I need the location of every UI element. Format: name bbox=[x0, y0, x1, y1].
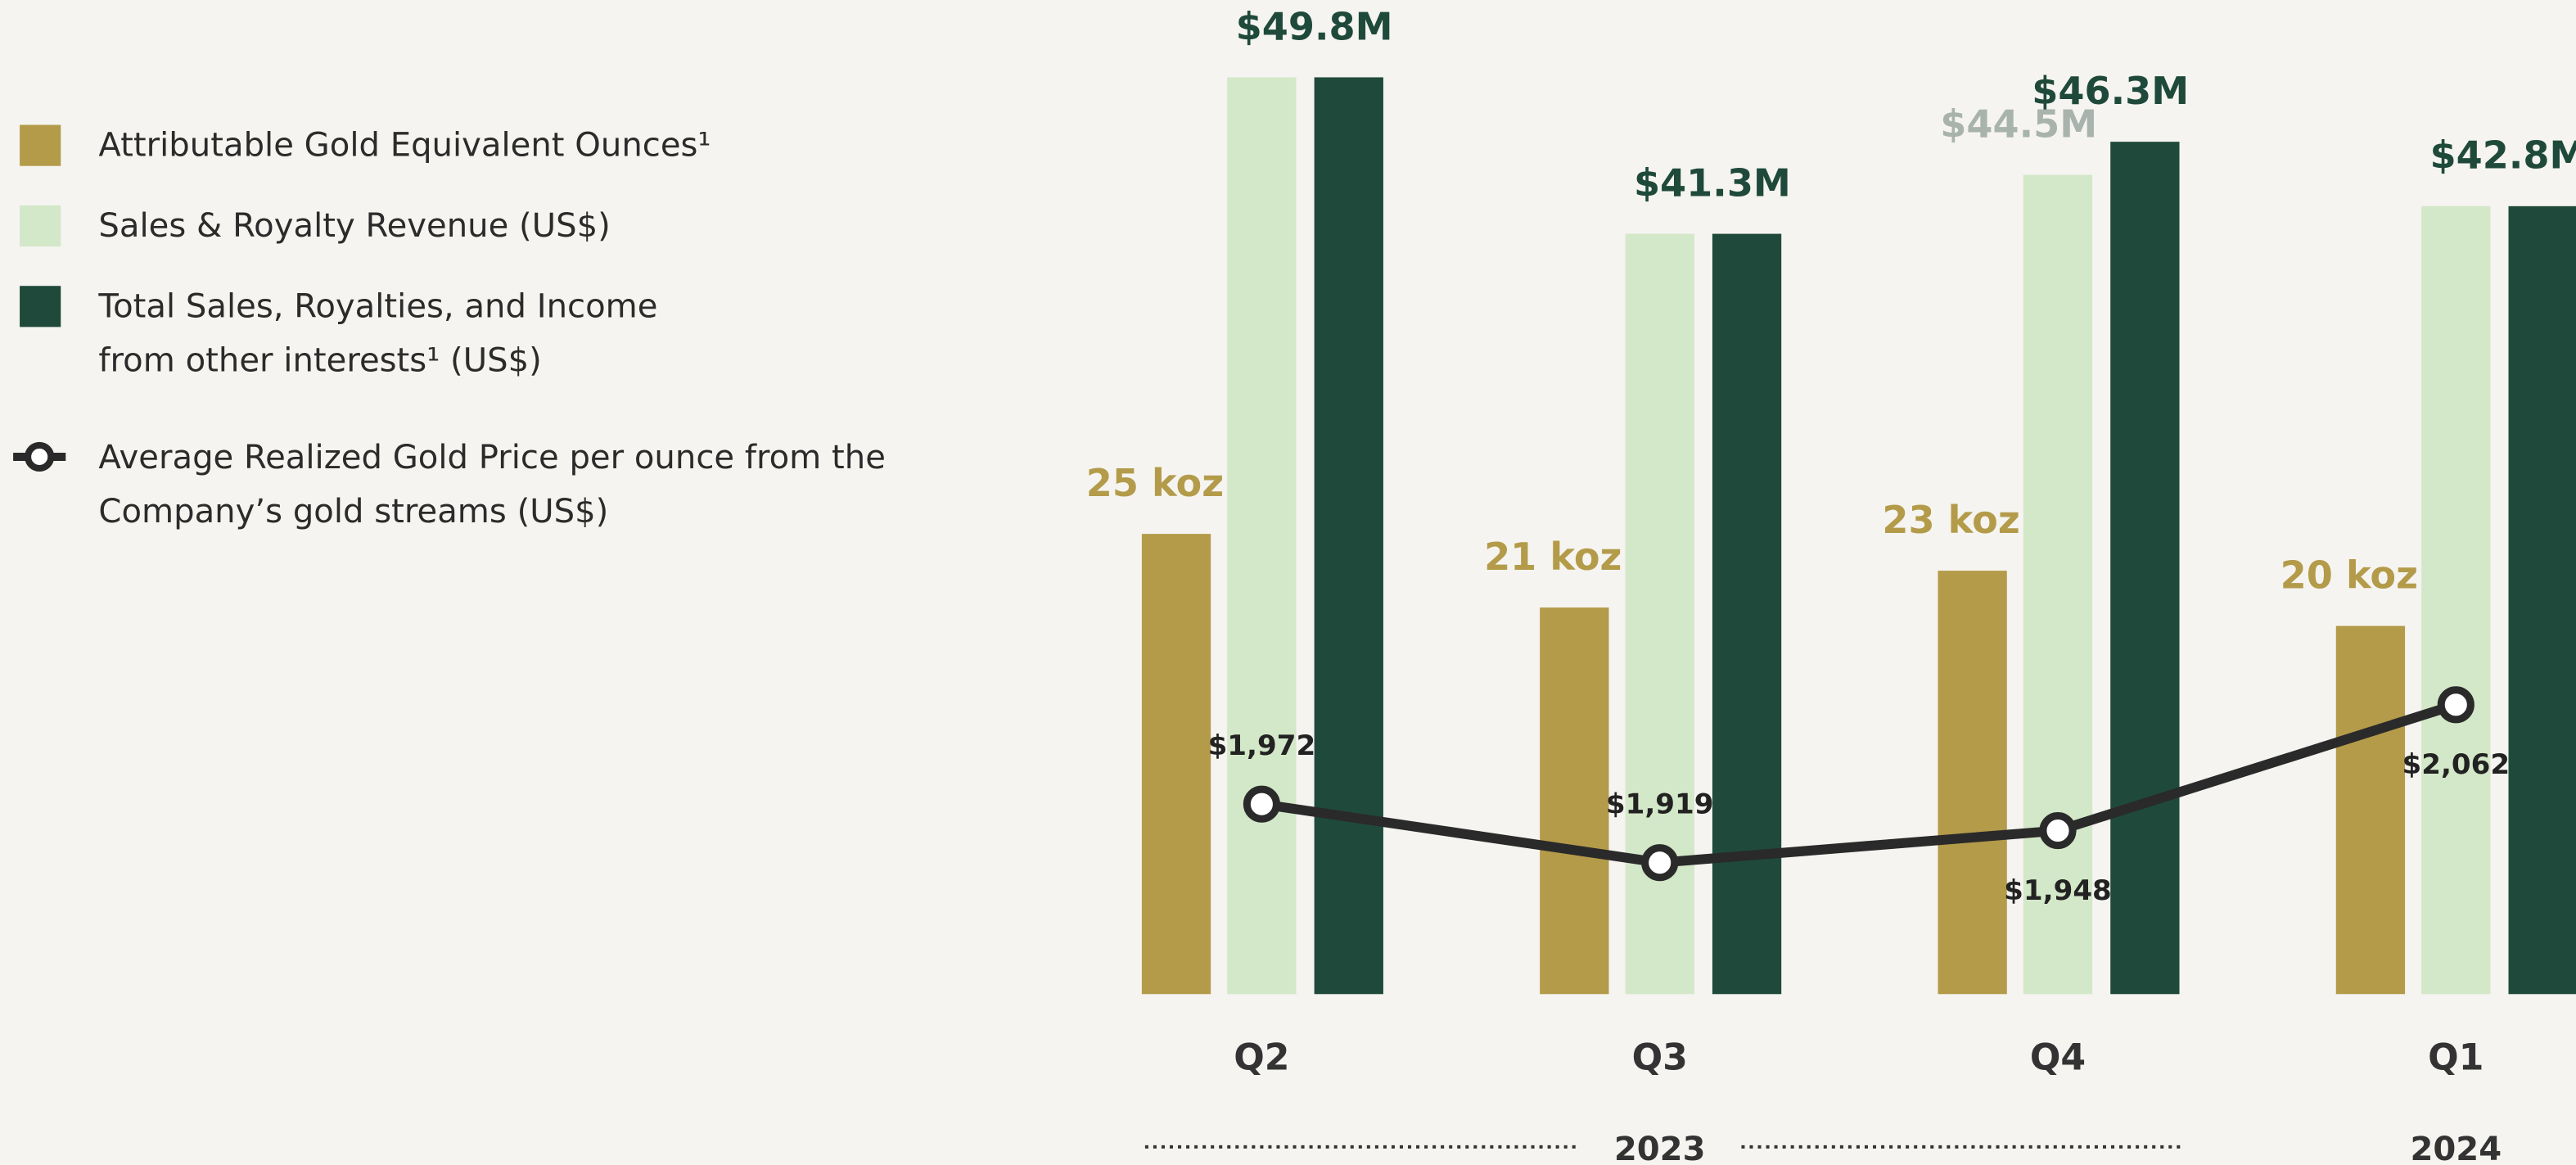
legend-label: Sales & Royalty Revenue (US$) bbox=[98, 205, 611, 246]
x-tick-label: Q2 bbox=[1234, 1037, 1289, 1079]
point-label: $1,948 bbox=[2004, 874, 2112, 907]
legend-label: Total Sales, Royalties, and Income from … bbox=[98, 286, 658, 380]
x-tick-label: Q1 bbox=[2428, 1037, 2484, 1079]
line-point bbox=[1243, 785, 1280, 823]
legend-item: Attributable Gold Equivalent Ounces¹ bbox=[16, 119, 904, 173]
legend-label: Average Realized Gold Price per ounce fr… bbox=[98, 436, 886, 531]
value-label: 25 koz bbox=[1086, 461, 1224, 505]
value-label: $49.8M bbox=[1236, 4, 1393, 48]
bar bbox=[1712, 233, 1782, 995]
legend-swatch bbox=[20, 124, 61, 166]
legend-item: Average Realized Gold Price per ounce fr… bbox=[13, 431, 904, 539]
legend-marker bbox=[13, 441, 66, 472]
bar bbox=[1314, 77, 1383, 995]
line-point bbox=[2437, 686, 2474, 724]
bar bbox=[2110, 142, 2180, 995]
value-label: $41.3M bbox=[1634, 160, 1791, 205]
x-tick-label: Q3 bbox=[1632, 1037, 1688, 1079]
point-label: $2,062 bbox=[2402, 748, 2510, 781]
value-label: 23 koz bbox=[1882, 498, 2019, 542]
bar bbox=[1227, 77, 1297, 995]
x-tick-label: Q4 bbox=[2030, 1037, 2086, 1079]
bar bbox=[2508, 205, 2576, 995]
value-label: 20 koz bbox=[2281, 553, 2418, 597]
value-label: $46.3M bbox=[2032, 69, 2189, 113]
legend-item: Sales & Royalty Revenue (US$) bbox=[16, 199, 904, 253]
point-label: $1,919 bbox=[1606, 788, 1714, 821]
legend-swatch bbox=[20, 205, 61, 247]
bar bbox=[2335, 625, 2406, 995]
line-point bbox=[1641, 844, 1679, 882]
bar bbox=[2023, 174, 2093, 995]
line bbox=[1261, 700, 2458, 868]
point-label: $1,972 bbox=[1208, 729, 1316, 762]
bar bbox=[1540, 607, 1609, 995]
value-label: 21 koz bbox=[1484, 535, 1622, 579]
legend: Attributable Gold Equivalent Ounces¹ Sale… bbox=[13, 119, 904, 566]
bar bbox=[1141, 534, 1211, 995]
legend-label: Attributable Gold Equivalent Ounces¹ bbox=[98, 124, 711, 165]
value-label: $44.5M bbox=[1940, 102, 2097, 146]
line-point bbox=[2039, 812, 2077, 850]
year-label: 2024 bbox=[2410, 1131, 2502, 1165]
bar bbox=[1938, 571, 2007, 995]
value-label: $42.8M bbox=[2430, 133, 2576, 178]
legend-item: Total Sales, Royalties, and Income from … bbox=[16, 279, 904, 387]
year-label: 2023 bbox=[1614, 1131, 1706, 1165]
bar bbox=[2421, 205, 2491, 995]
legend-swatch bbox=[20, 286, 61, 327]
